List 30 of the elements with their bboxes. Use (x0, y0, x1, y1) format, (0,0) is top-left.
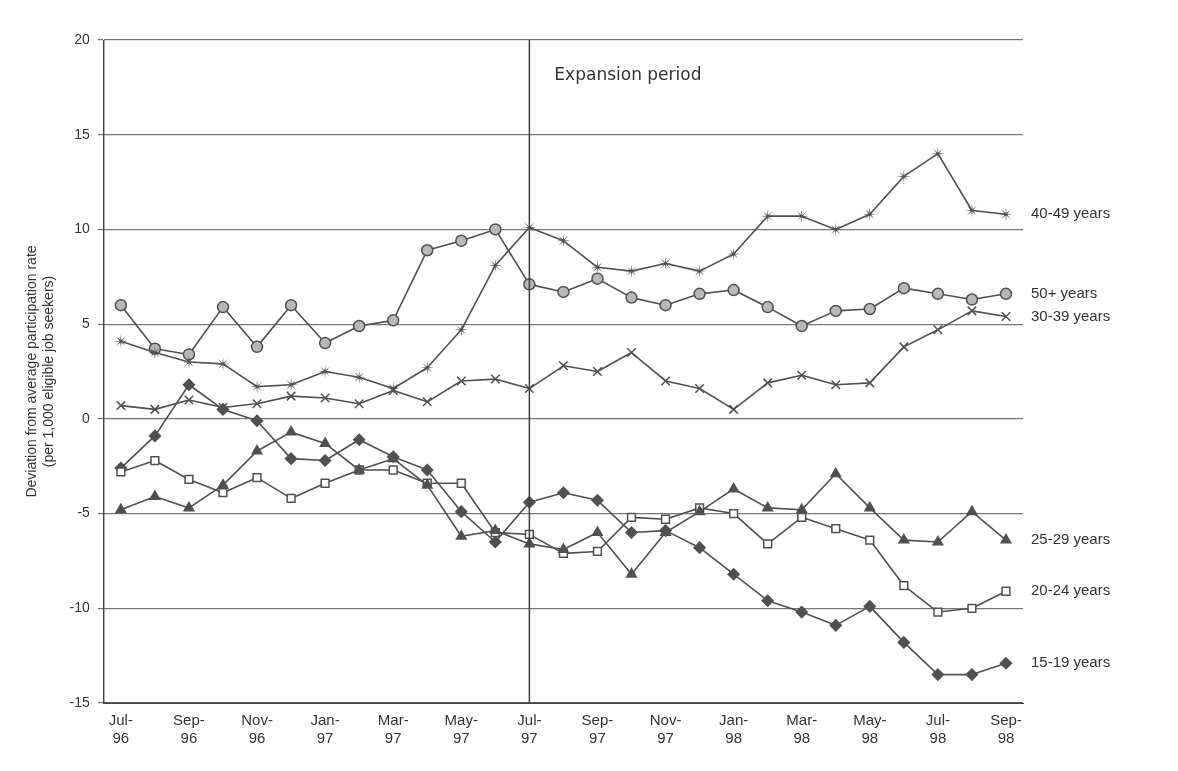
x-tick-label: Mar-98 (786, 711, 818, 747)
x-tick-label: May-98 (853, 711, 887, 747)
x-tick-label: Mar-97 (377, 711, 409, 747)
x-tick-label: Jul-97 (517, 711, 542, 747)
y-tick-label: 10 (74, 220, 91, 237)
y-axis-title: Deviation from average participation rate (per 1,000 eligible job seekers) (23, 245, 57, 498)
x-tick-label: Sep-97 (581, 711, 614, 747)
x-tick-label: Jul-98 (925, 711, 950, 747)
series-label: 30-39 years (1031, 306, 1111, 324)
series-label: 40-49 years (1031, 204, 1111, 222)
y-tick-label: -5 (77, 504, 91, 521)
y-tick-label: -10 (69, 599, 91, 616)
series-label: 25-29 years (1031, 530, 1111, 548)
y-tick-label: -15 (69, 693, 91, 710)
y-tick-label: 15 (74, 125, 91, 142)
x-tick-label: Jan-98 (719, 711, 749, 747)
y-tick-label: 5 (82, 315, 91, 331)
ref-line-label: Expansion period (554, 64, 702, 85)
x-tick-label: May-97 (444, 711, 478, 747)
x-tick-label: Jul-96 (108, 711, 133, 747)
series-label: 15-19 years (1031, 653, 1111, 671)
x-tick-label: Nov-96 (241, 711, 273, 747)
x-tick-label: Sep-96 (173, 711, 205, 747)
series-label: 20-24 years (1031, 581, 1111, 599)
series-label: 50+ years (1031, 283, 1098, 301)
x-tick-label: Nov-97 (649, 711, 682, 747)
y-tick-label: 0 (82, 409, 91, 426)
x-tick-label: Jan-97 (310, 711, 340, 747)
y-tick-label: 20 (74, 30, 91, 47)
x-tick-label: Sep-98 (990, 711, 1022, 747)
